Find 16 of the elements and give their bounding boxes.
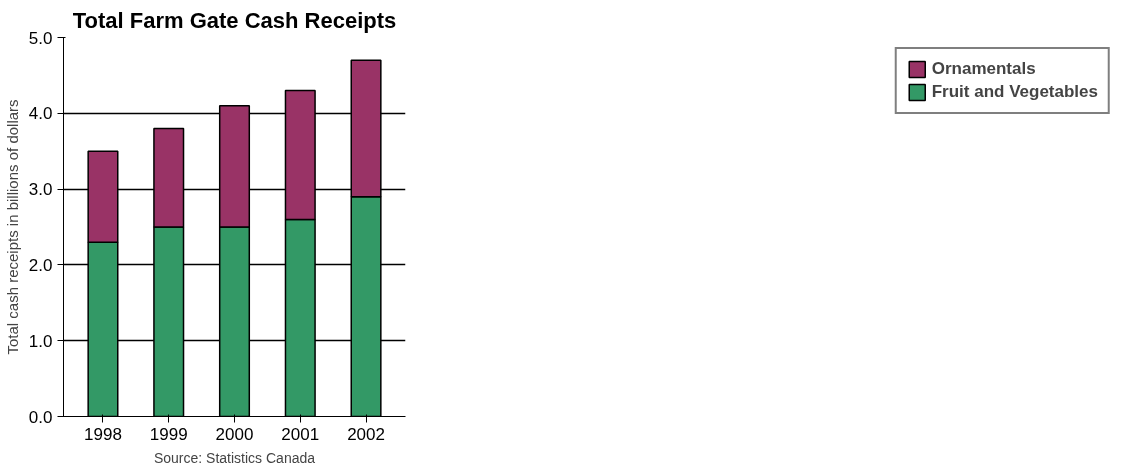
y-axis-title: Total cash receipts in billions of dollars <box>3 99 21 355</box>
y-tick-label: 0.0 <box>28 407 53 427</box>
y-tick-label: 5.0 <box>28 28 53 48</box>
y-tick-label: 3.0 <box>28 180 53 200</box>
x-tick-label: 2001 <box>281 424 320 444</box>
legend-label: Fruit and Vegetables <box>931 82 1098 102</box>
y-tick-label: 4.0 <box>28 104 53 124</box>
x-tick-label: 2002 <box>347 424 385 444</box>
x-tick-label: 1998 <box>84 424 122 444</box>
chart-title: Total Farm Gate Cash Receipts <box>72 7 397 33</box>
x-tick-label: 1999 <box>149 424 188 444</box>
x-tick-label: 2000 <box>215 424 254 444</box>
source-note: Source: Statistics Canada <box>153 449 316 466</box>
y-tick-label: 1.0 <box>28 331 53 351</box>
y-tick-label: 2.0 <box>28 255 53 275</box>
legend-label: Ornamentals <box>931 59 1036 79</box>
